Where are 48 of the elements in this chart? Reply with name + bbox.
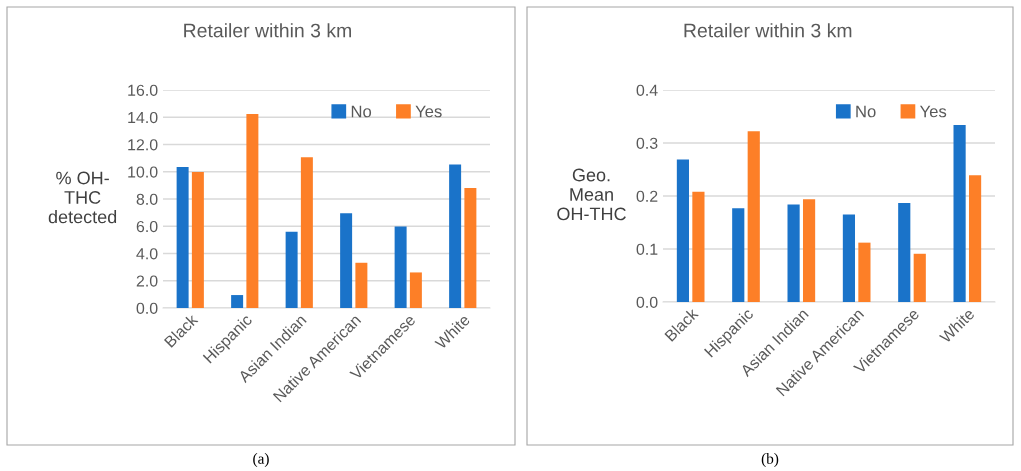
y-tick-label: 8.0 [136, 193, 158, 205]
bar [449, 164, 462, 308]
bar [898, 202, 911, 302]
bar [231, 295, 244, 308]
y-axis-title: % OH- THC detected [48, 171, 117, 224]
bar [676, 159, 690, 302]
bar [285, 231, 298, 308]
y-tick-label: 2.0 [136, 275, 158, 287]
bar [394, 226, 407, 308]
y-tick-label: 0.2 [636, 190, 658, 202]
bar [953, 124, 966, 302]
y-tick-label: 0.0 [136, 302, 158, 314]
text: (b) [761, 453, 779, 467]
y-tick-label: 10.0 [128, 166, 158, 178]
chart-title: Retailer within 3 km [684, 23, 852, 38]
bar [409, 272, 422, 308]
bar [732, 208, 745, 302]
bar [913, 253, 926, 302]
bar [300, 157, 313, 308]
legend-label: No [351, 105, 372, 118]
bar [802, 199, 816, 302]
y-tick-label: 14.0 [128, 111, 158, 124]
y-tick-label: 16.0 [128, 84, 158, 96]
bar [787, 204, 800, 302]
bar [246, 113, 259, 308]
bar [747, 131, 760, 302]
y-tick-label: 6.0 [136, 220, 158, 233]
y-tick-label: 0.0 [636, 296, 658, 308]
bar [842, 214, 856, 302]
y-tick-label: 4.0 [136, 248, 158, 260]
bar [464, 188, 477, 308]
legend-label: No [856, 105, 876, 118]
bar [968, 175, 982, 302]
bar [858, 242, 871, 302]
text: (a) [253, 453, 269, 467]
legend-label: Yes [415, 105, 442, 118]
y-tick-label: 0.3 [636, 137, 658, 149]
y-tick-label: 0.1 [636, 243, 658, 255]
bar [355, 262, 368, 308]
bar [191, 172, 204, 308]
chart-title: Retailer within 3 km [184, 23, 351, 38]
y-axis-title: Geo. Mean OH-THC [557, 168, 626, 221]
legend-label: Yes [919, 105, 947, 118]
bar [340, 213, 353, 308]
bar [692, 191, 705, 302]
y-tick-label: 12.0 [128, 139, 158, 151]
bar [176, 167, 189, 308]
y-tick-label: 0.4 [636, 84, 658, 96]
